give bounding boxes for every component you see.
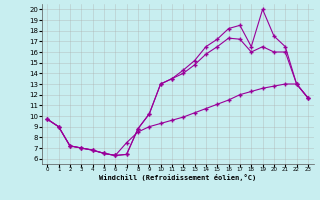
- X-axis label: Windchill (Refroidissement éolien,°C): Windchill (Refroidissement éolien,°C): [99, 174, 256, 181]
